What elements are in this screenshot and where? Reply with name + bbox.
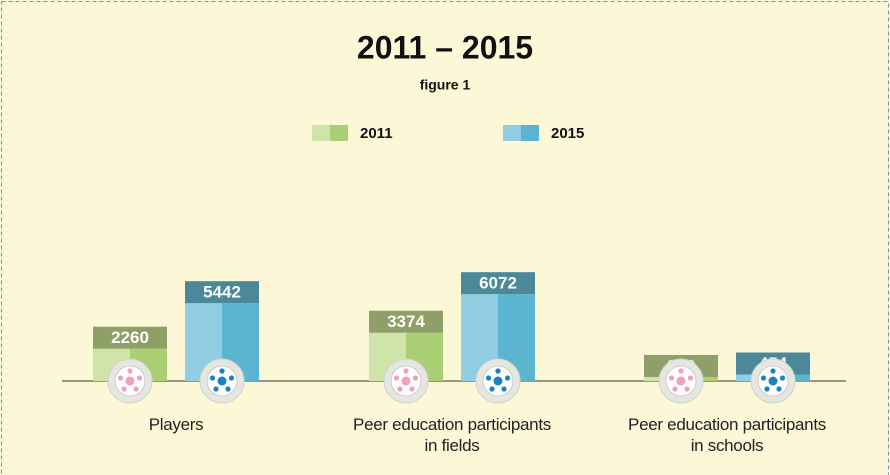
ball-patch [776, 386, 782, 392]
ball-patch [504, 375, 511, 381]
x-tick-label: Peer education participants in fields [353, 415, 551, 455]
ball-patch [684, 386, 690, 392]
bar-label-band [93, 326, 167, 349]
data-label: 3374 [387, 312, 425, 331]
legend-swatch [312, 125, 348, 141]
ball-patch [409, 386, 415, 392]
ball-patch [495, 368, 501, 374]
chart-subtitle: figure 1 [420, 77, 471, 93]
ball-patch [485, 375, 492, 381]
data-label: 2260 [111, 328, 149, 347]
ball-patch [489, 386, 495, 392]
x-tick-label: Players [148, 415, 204, 434]
ball-patch [770, 368, 776, 374]
chart-title: 2011 – 2015 [357, 29, 533, 65]
x-tick-label: Peer education participants in schools [628, 415, 826, 455]
ball-patch [117, 375, 124, 381]
ball-patch [136, 375, 143, 381]
ball-patch [668, 375, 675, 381]
legend-label: 2015 [551, 125, 584, 142]
ball-patch [213, 386, 219, 392]
ball-patch [493, 376, 503, 386]
data-label: 6072 [479, 274, 517, 293]
ball-patch [760, 375, 767, 381]
ball-patch [121, 386, 127, 392]
ball-patch [127, 368, 133, 374]
ball-patch [125, 376, 135, 386]
ball-patch [687, 375, 694, 381]
legend-swatch [503, 125, 539, 141]
legend-label: 2011 [360, 125, 393, 142]
ball-patch [209, 375, 216, 381]
bar-label-band [369, 310, 443, 333]
ball-patch [678, 368, 684, 374]
bar-label-band [461, 272, 535, 295]
ball-patch [676, 376, 686, 386]
bar-label-band [185, 281, 259, 304]
ball-patch [403, 368, 409, 374]
ball-patch [397, 386, 403, 392]
ball-patch [501, 386, 507, 392]
ball-patch [393, 375, 400, 381]
ball-patch [412, 375, 419, 381]
ball-patch [672, 386, 678, 392]
ball-patch [764, 386, 770, 392]
ball-patch [133, 386, 139, 392]
ball-patch [219, 368, 225, 374]
ball-patch [401, 376, 411, 386]
data-label: 5442 [203, 283, 241, 302]
ball-patch [768, 376, 778, 386]
ball-patch [228, 375, 235, 381]
ball-patch [217, 376, 227, 386]
ball-patch [779, 375, 786, 381]
ball-patch [225, 386, 231, 392]
